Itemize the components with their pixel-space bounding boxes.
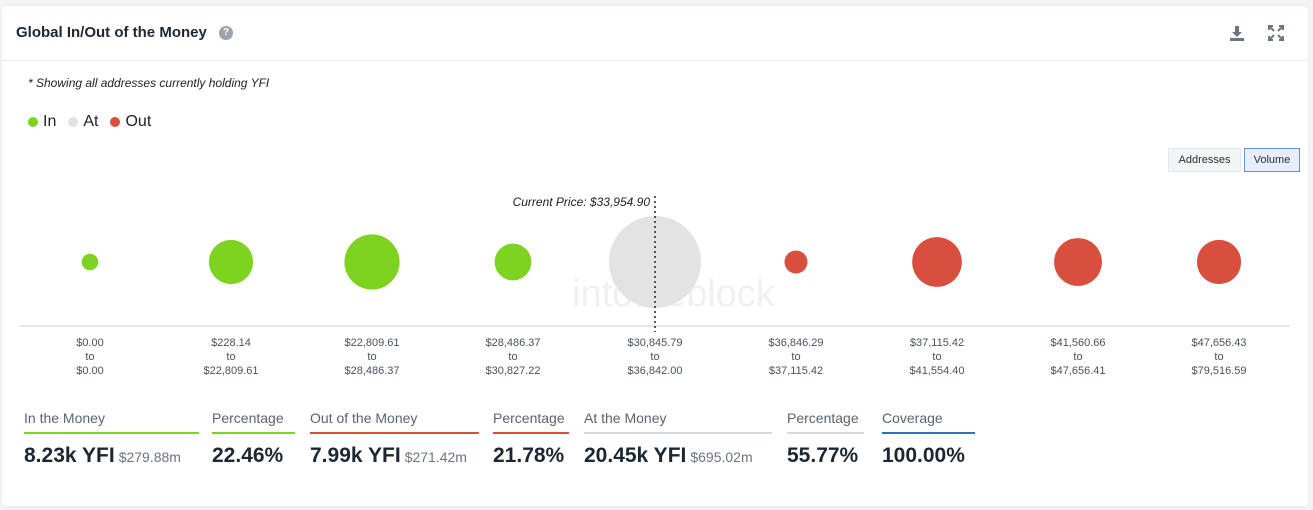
tick-label-1-2: to (85, 351, 94, 363)
tick-label-4-3: $30,827.22 (485, 365, 540, 377)
stat-value-text: 7.99k YFI (310, 444, 401, 467)
stat-4: Percentage 21.78% (493, 410, 569, 468)
tick-label-3-1: $22,809.61 (344, 337, 399, 349)
stat-value-usd: $695.02m (690, 449, 753, 465)
legend-item-in[interactable]: In (28, 113, 56, 131)
tick-label-9-1: $47,656.43 (1191, 337, 1246, 349)
bubble-6[interactable] (784, 250, 808, 274)
stat-value-text: 21.78% (493, 444, 565, 467)
tick-label-5-2: to (650, 351, 659, 363)
tick-label-9-2: to (1214, 351, 1223, 363)
legend-item-at[interactable]: At (68, 113, 98, 131)
stat-value: 7.99k YFI $271.42m (310, 444, 479, 468)
stat-value-text: 55.77% (787, 444, 859, 467)
bubble-2[interactable] (208, 239, 254, 285)
chart-card: Global In/Out of the Money ? * Showing a… (2, 6, 1308, 506)
stat-label: Percentage (212, 410, 295, 434)
legend-label-at: At (83, 113, 99, 130)
card-title: Global In/Out of the Money (16, 24, 207, 41)
stat-value: 55.77% (787, 444, 864, 468)
bubble-9[interactable] (1196, 239, 1242, 285)
tick-label-6-1: $36,846.29 (768, 337, 823, 349)
tick-label-2-2: to (226, 351, 235, 363)
download-icon[interactable] (1228, 24, 1246, 42)
bubble-8[interactable] (1054, 238, 1102, 286)
legend-label-in: In (43, 113, 57, 130)
tick-label-3-3: $28,486.37 (344, 365, 399, 377)
stat-1: In the Money 8.23k YFI $279.88m (24, 410, 199, 468)
bubble-3[interactable] (344, 234, 400, 290)
legend-item-out[interactable]: Out (110, 113, 151, 131)
stat-6: Percentage 55.77% (787, 410, 864, 468)
tick-label-9-3: $79,516.59 (1191, 365, 1246, 377)
card-header: Global In/Out of the Money ? (2, 6, 1308, 61)
stat-value-text: 20.45k YFI (584, 444, 687, 467)
tick-label-4-2: to (508, 351, 517, 363)
tick-label-2-3: $22,809.61 (203, 365, 258, 377)
holding-note: * Showing all addresses currently holdin… (28, 76, 270, 90)
stat-label: At the Money (584, 410, 772, 434)
stat-label: Percentage (493, 410, 569, 434)
legend-dot-at (68, 117, 79, 127)
stat-value: 8.23k YFI $279.88m (24, 444, 199, 468)
stat-label: Coverage (882, 410, 975, 434)
stat-5: At the Money 20.45k YFI $695.02m (584, 410, 772, 468)
stat-value: 100.00% (882, 444, 975, 468)
tick-label-7-3: $41,554.40 (909, 365, 964, 377)
tick-label-8-3: $47,656.41 (1050, 365, 1105, 377)
bubble-1[interactable] (81, 253, 99, 271)
current-price-label: Current Price: $33,954.90 (513, 195, 651, 209)
tick-label-6-3: $37,115.42 (769, 365, 823, 377)
legend-dot-out (110, 117, 121, 127)
volume-toggle-button[interactable]: Volume (1244, 148, 1300, 172)
stat-3: Out of the Money 7.99k YFI $271.42m (310, 410, 479, 468)
stat-value: 21.78% (493, 444, 569, 468)
stat-label: In the Money (24, 410, 199, 434)
tick-label-7-1: $37,115.42 (910, 337, 964, 349)
legend-label-out: Out (125, 113, 152, 130)
help-icon[interactable]: ? (219, 26, 233, 40)
stat-value-usd: $279.88m (118, 449, 181, 465)
expand-icon[interactable] (1267, 24, 1285, 42)
tick-label-6-2: to (791, 351, 800, 363)
stat-value-text: 22.46% (212, 444, 284, 467)
tick-label-4-1: $28,486.37 (485, 337, 540, 349)
stat-value-text: 8.23k YFI (24, 444, 115, 467)
tick-label-8-1: $41,560.66 (1050, 337, 1105, 349)
stat-2: Percentage 22.46% (212, 410, 295, 468)
tick-label-1-1: $0.00 (76, 337, 104, 349)
bubble-4[interactable] (494, 243, 532, 281)
stat-value: 20.45k YFI $695.02m (584, 444, 772, 468)
stat-value-usd: $271.42m (404, 449, 467, 465)
stat-value-text: 100.00% (882, 444, 965, 467)
tick-label-5-3: $36,842.00 (627, 365, 682, 377)
tick-label-8-2: to (1073, 351, 1082, 363)
bubble-7[interactable] (912, 237, 962, 287)
stat-7: Coverage 100.00% (882, 410, 975, 468)
legend: In At Out (28, 113, 151, 131)
tick-label-1-3: $0.00 (76, 365, 104, 377)
legend-dot-in (28, 117, 38, 127)
tick-label-2-1: $228.14 (211, 337, 251, 349)
stat-label: Out of the Money (310, 410, 479, 434)
tick-label-3-2: to (367, 351, 376, 363)
bubble-chart: intotheblock$0.00to$0.00$228.14to$22,809… (20, 195, 1290, 377)
stat-label: Percentage (787, 410, 864, 434)
tick-label-5-1: $30,845.79 (627, 337, 682, 349)
tick-label-7-2: to (932, 351, 941, 363)
stat-value: 22.46% (212, 444, 295, 468)
addresses-toggle-button[interactable]: Addresses (1168, 148, 1241, 172)
